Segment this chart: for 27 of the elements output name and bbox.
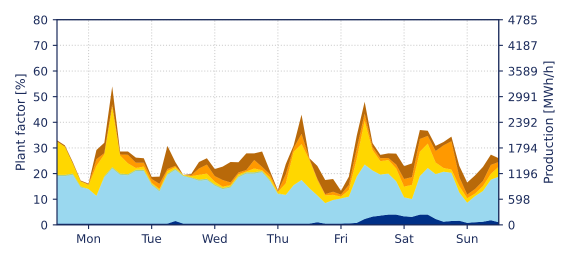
y-tick-label: 0 xyxy=(41,220,48,230)
x-tick-label: Thu xyxy=(266,234,288,244)
y2-tick-label: 2392 xyxy=(508,118,537,127)
y2-axis-title: Production [MWh/h] xyxy=(543,62,555,183)
y-axis-title: Plant factor [%] xyxy=(15,74,26,170)
x-tick-label: Sun xyxy=(456,234,478,244)
y-tick-label: 70 xyxy=(34,41,48,50)
x-tick-label: Sat xyxy=(395,234,414,244)
y-tick-label: 80 xyxy=(34,15,48,24)
y-tick-label: 40 xyxy=(34,118,48,127)
x-tick-label: Fri xyxy=(335,234,347,243)
y-tick-label: 20 xyxy=(34,169,48,178)
y2-tick-label: 2991 xyxy=(508,92,537,102)
y-tick-label: 10 xyxy=(34,194,48,204)
x-tick-label: Wed xyxy=(202,234,227,244)
y2-tick-label: 1196 xyxy=(509,169,538,178)
y2-tick-label: 4187 xyxy=(508,41,537,50)
y2-tick-label: 1794 xyxy=(509,144,538,153)
y2-tick-label: 3589 xyxy=(508,66,537,76)
y-tick-label: 30 xyxy=(34,144,48,153)
y-tick-label: 50 xyxy=(34,92,48,102)
y-tick-label: 60 xyxy=(34,66,48,76)
y2-tick-label: 0 xyxy=(508,220,515,230)
y2-tick-label: 598 xyxy=(508,194,530,204)
x-tick-label: Tue xyxy=(142,234,162,244)
x-tick-label: Mon xyxy=(77,234,100,244)
y2-tick-label: 4785 xyxy=(508,15,537,24)
